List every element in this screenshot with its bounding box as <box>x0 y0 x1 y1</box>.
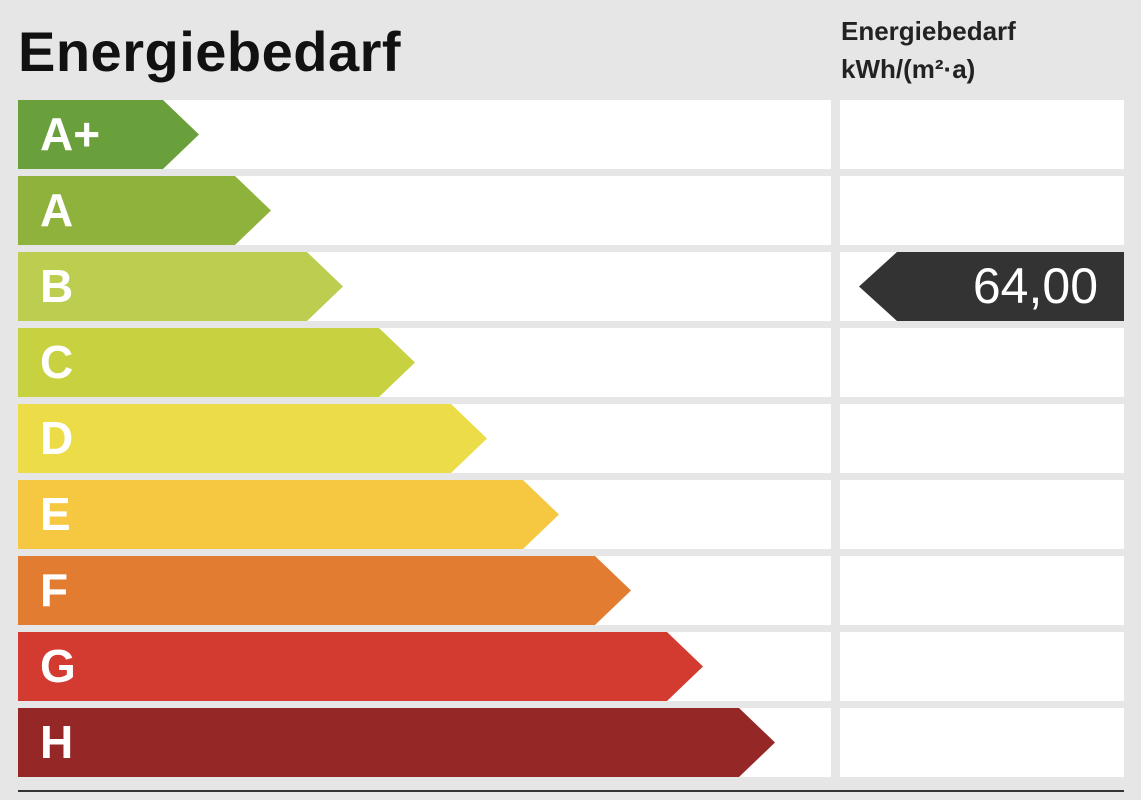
class-arrow <box>18 252 343 321</box>
class-arrow <box>18 328 415 397</box>
class-label: A <box>40 184 74 236</box>
class-label: G <box>40 640 76 692</box>
value-marker-arrow <box>859 252 1124 321</box>
value-column-title: Energiebedarf <box>841 16 1016 46</box>
class-arrow <box>18 632 703 701</box>
class-arrow-shape <box>18 708 775 777</box>
class-arrow <box>18 708 775 777</box>
value-column-unit: kWh/(m²·a) <box>841 54 976 84</box>
value-cell <box>840 404 1124 473</box>
class-label: F <box>40 564 69 616</box>
bottom-divider <box>18 790 1124 792</box>
class-arrow-shape <box>18 100 199 169</box>
class-arrow-shape <box>18 176 271 245</box>
class-arrow <box>18 480 559 549</box>
class-arrow-shape <box>18 252 343 321</box>
value-cell <box>840 176 1124 245</box>
class-label: H <box>40 716 74 768</box>
value-cell <box>840 480 1124 549</box>
class-arrow <box>18 404 487 473</box>
class-label: E <box>40 488 71 540</box>
class-arrow-shape <box>18 556 631 625</box>
value-cell <box>840 328 1124 397</box>
page-title: Energiebedarf <box>18 20 402 83</box>
value-marker: 64,00 <box>859 252 1124 321</box>
value-cell <box>840 100 1124 169</box>
class-arrow-shape <box>18 480 559 549</box>
class-arrow <box>18 100 199 169</box>
class-arrow-shape <box>18 404 487 473</box>
class-arrow-shape <box>18 632 703 701</box>
value-column-header: Energiebedarf kWh/(m²·a) <box>841 12 1016 88</box>
value-cell <box>840 632 1124 701</box>
value-cell <box>840 556 1124 625</box>
class-arrow <box>18 556 631 625</box>
class-label: C <box>40 336 74 388</box>
class-arrow-shape <box>18 328 415 397</box>
class-label: B <box>40 260 74 312</box>
value-cell <box>840 708 1124 777</box>
value-marker-text: 64,00 <box>972 258 1098 314</box>
class-label: D <box>40 412 74 464</box>
class-label: A+ <box>40 108 101 160</box>
class-arrow <box>18 176 271 245</box>
